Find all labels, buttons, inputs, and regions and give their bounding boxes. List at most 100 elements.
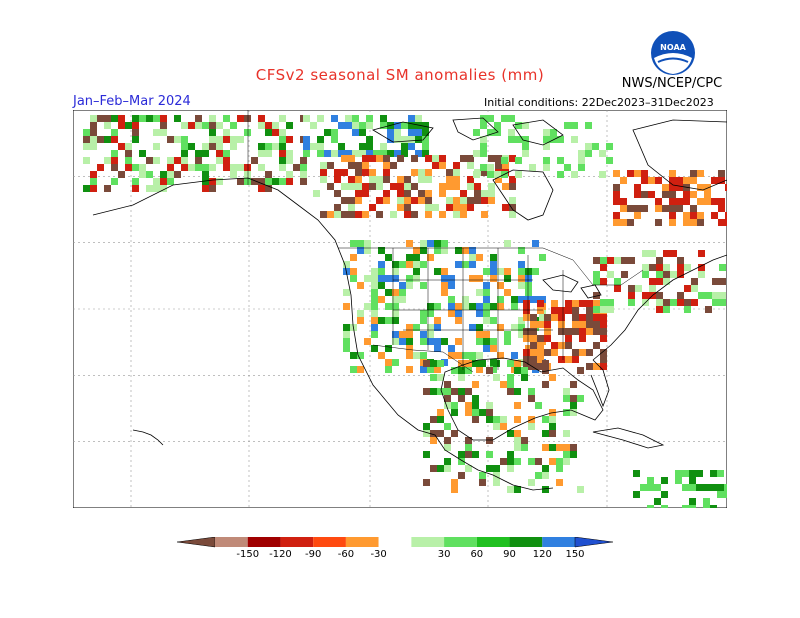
anomaly-cell <box>669 191 676 198</box>
anomaly-cell <box>627 170 634 177</box>
anomaly-cell <box>578 164 585 171</box>
anomaly-cell <box>90 143 97 150</box>
anomaly-cell <box>385 317 392 324</box>
anomaly-cell <box>399 261 406 268</box>
anomaly-cell <box>434 240 441 247</box>
anomaly-cell <box>669 198 676 205</box>
anomaly-cell <box>387 150 394 157</box>
anomaly-cell <box>167 157 174 164</box>
anomaly-cell <box>586 349 593 356</box>
anomaly-cell <box>441 268 448 275</box>
anomaly-cell <box>703 505 710 508</box>
anomaly-cell <box>600 314 607 321</box>
anomaly-cell <box>366 122 373 129</box>
anomaly-cell <box>563 430 570 437</box>
anomaly-cell <box>369 155 376 162</box>
anomaly-cell <box>493 423 500 430</box>
anomaly-cell <box>515 157 522 164</box>
anomaly-cell <box>383 169 390 176</box>
anomaly-cell <box>202 164 209 171</box>
anomaly-cell <box>434 324 441 331</box>
anomaly-cell <box>362 190 369 197</box>
anomaly-cell <box>518 359 525 366</box>
anomaly-cell <box>480 150 487 157</box>
anomaly-cell <box>607 257 614 264</box>
anomaly-cell <box>111 178 118 185</box>
anomaly-cell <box>458 388 465 395</box>
anomaly-cell <box>690 170 697 177</box>
anomaly-cell <box>669 205 676 212</box>
anomaly-cell <box>669 212 676 219</box>
us-mexico-border <box>372 344 474 373</box>
anomaly-cell <box>430 360 437 367</box>
anomaly-cell <box>422 122 429 129</box>
anomaly-cell <box>343 324 350 331</box>
anomaly-cell <box>523 300 530 307</box>
anomaly-cell <box>258 115 265 122</box>
anomaly-cell <box>181 136 188 143</box>
anomaly-cell <box>613 219 620 226</box>
anomaly-cell <box>441 359 448 366</box>
anomaly-cell <box>483 317 490 324</box>
anomaly-cell <box>411 183 418 190</box>
anomaly-cell <box>656 271 663 278</box>
anomaly-cell <box>467 183 474 190</box>
anomaly-cell <box>439 155 446 162</box>
anomaly-cell <box>530 314 537 321</box>
anomaly-cell <box>279 143 286 150</box>
anomaly-cell <box>104 185 111 192</box>
anomaly-cell <box>525 282 532 289</box>
anomaly-cell <box>230 143 237 150</box>
anomaly-cell <box>394 136 401 143</box>
anomaly-cell <box>272 178 279 185</box>
anomaly-cell <box>565 300 572 307</box>
anomaly-cell <box>279 150 286 157</box>
anomaly-cell <box>509 183 516 190</box>
anomaly-cell <box>460 197 467 204</box>
anomaly-cell <box>216 157 223 164</box>
anomaly-cell <box>104 115 111 122</box>
anomaly-cell <box>90 185 97 192</box>
anomaly-cell <box>153 178 160 185</box>
anomaly-cell <box>593 278 600 285</box>
anomaly-cell <box>317 143 324 150</box>
anomaly-cell <box>258 185 265 192</box>
anomaly-cell <box>572 314 579 321</box>
anomaly-cell <box>434 317 441 324</box>
anomaly-cell <box>504 275 511 282</box>
anomaly-cell <box>338 143 345 150</box>
anomaly-cell <box>691 278 698 285</box>
period-label: Jan–Feb–Mar 2024 <box>73 94 191 109</box>
anomaly-cell <box>502 204 509 211</box>
anomaly-cell <box>430 388 437 395</box>
anomaly-cell <box>364 240 371 247</box>
anomaly-cell <box>481 197 488 204</box>
anomaly-cell <box>362 155 369 162</box>
anomaly-cell <box>542 367 549 374</box>
anomaly-cell <box>265 171 272 178</box>
anomaly-cell <box>420 261 427 268</box>
anomaly-cell <box>515 122 522 129</box>
anomaly-cell <box>399 289 406 296</box>
anomaly-cell <box>369 183 376 190</box>
anomaly-cell <box>565 342 572 349</box>
anomaly-cell <box>327 162 334 169</box>
anomaly-cell <box>511 296 518 303</box>
anomaly-cell <box>537 307 544 314</box>
anomaly-cell <box>522 143 529 150</box>
anomaly-cell <box>272 129 279 136</box>
anomaly-cell <box>355 183 362 190</box>
anomaly-cell <box>286 157 293 164</box>
anomaly-cell <box>392 359 399 366</box>
anomaly-cell <box>279 157 286 164</box>
anomaly-cell <box>586 321 593 328</box>
anomaly-cell <box>441 275 448 282</box>
anomaly-cell <box>174 136 181 143</box>
anomaly-cell <box>258 164 265 171</box>
anomaly-cell <box>434 247 441 254</box>
anomaly-cell <box>521 367 528 374</box>
anomaly-cell <box>525 345 532 352</box>
anomaly-cell <box>473 129 480 136</box>
anomaly-cell <box>90 129 97 136</box>
anomaly-cell <box>523 307 530 314</box>
